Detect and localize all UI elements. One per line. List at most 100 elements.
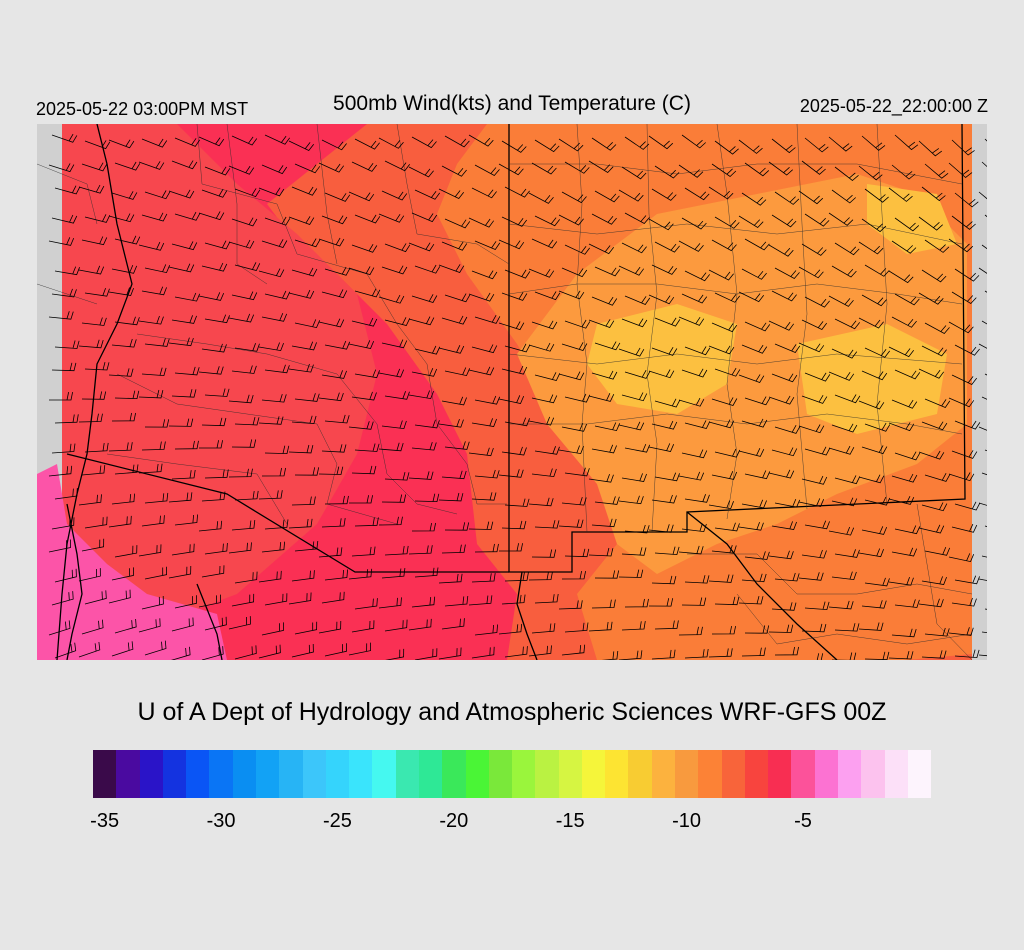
colorbar-swatch [255,750,280,798]
wind-barb [834,623,860,632]
wind-barb [684,346,711,356]
wind-barb [804,520,830,530]
wind-barb [768,624,794,633]
wind-barb [528,416,555,426]
wind-barb [831,571,857,581]
wind-barb [471,492,497,501]
wind-barb [738,291,765,303]
wind-barb [54,340,80,349]
wind-barb [318,237,345,247]
wind-barb [108,515,132,528]
wind-barb [204,616,227,631]
wind-barb [654,472,680,482]
wind-barb [531,238,558,249]
wind-barb [831,348,858,359]
wind-barb [504,498,530,507]
wind-barb [618,421,645,431]
wind-barb [771,214,797,228]
wind-barb [744,321,771,332]
colorbar-swatch [232,750,256,798]
wind-barb [711,397,738,406]
wind-barb [234,262,261,271]
wind-barb [771,447,798,457]
wind-barb [288,444,314,454]
wind-barb [978,654,987,657]
wind-barb [441,618,465,630]
wind-barb [621,547,647,556]
wind-barb [618,189,644,202]
wind-barb [504,186,530,198]
wind-barb [531,623,556,634]
wind-barb [411,441,437,451]
utc-time-label: 2025-05-22_22:00:00 Z [799,96,988,116]
wind-barb [744,625,770,634]
wind-barb [138,618,161,633]
wind-barb [84,516,108,529]
colorbar-swatch [768,750,792,798]
colorbar-swatch [302,750,326,798]
wind-barb [954,344,980,356]
colorbar-swatch [418,750,443,798]
wind-barb [264,445,290,455]
wind-barb [561,342,588,351]
wind-barb [471,573,496,583]
wind-barb [888,270,914,284]
wind-barb [228,542,252,554]
wind-barb [174,211,201,221]
wind-barb [678,240,704,252]
wind-barb [948,553,975,563]
wind-barb [708,269,734,281]
wind-barb [354,517,379,527]
wind-barb [264,290,291,300]
wind-barb [708,500,734,510]
wind-barb [891,547,918,557]
temperature-field [37,124,972,660]
wind-barb [861,526,888,535]
wind-barb [828,136,853,152]
wind-barb [798,498,825,507]
wind-barb [924,239,950,253]
wind-barb [384,619,408,632]
wind-barb [864,188,889,203]
wind-barb [288,216,315,225]
colorbar-swatch [698,750,722,798]
wind-barb [894,293,920,306]
wind-barb [111,641,134,657]
wind-barb [951,450,978,459]
wind-barb [891,628,917,638]
wind-barb [891,473,918,483]
wind-barb [114,545,138,558]
wind-barb [381,568,406,579]
wind-barb [744,162,770,177]
wind-barb [528,571,553,581]
wind-barb [441,315,468,325]
wind-barb [621,392,648,402]
yellow-region-a [587,304,737,414]
wind-barb [141,367,167,377]
wind-barb [438,188,465,200]
wind-barb [351,620,375,633]
wind-barb [468,447,494,457]
wind-barb [804,601,830,611]
wind-barb [681,368,708,378]
wind-barb [744,238,770,251]
wind-barb [828,600,854,610]
wind-barb [861,370,888,381]
wind-barb [528,342,555,352]
wind-barb [258,570,282,583]
wind-barb [108,442,133,452]
wind-barb [774,425,801,434]
wind-barb [261,393,287,403]
wind-barb [291,496,316,506]
wind-barb [351,465,377,475]
colorbar-tick-label: -25 [322,810,352,832]
wind-barb [564,467,590,477]
wind-barb [381,339,408,349]
colorbar-swatch [93,750,117,798]
wind-barb [684,648,709,659]
wind-barb [78,568,101,582]
wind-barb [138,389,164,399]
wind-barb [828,212,854,226]
wind-barb [48,539,71,553]
wind-barb [954,192,979,208]
